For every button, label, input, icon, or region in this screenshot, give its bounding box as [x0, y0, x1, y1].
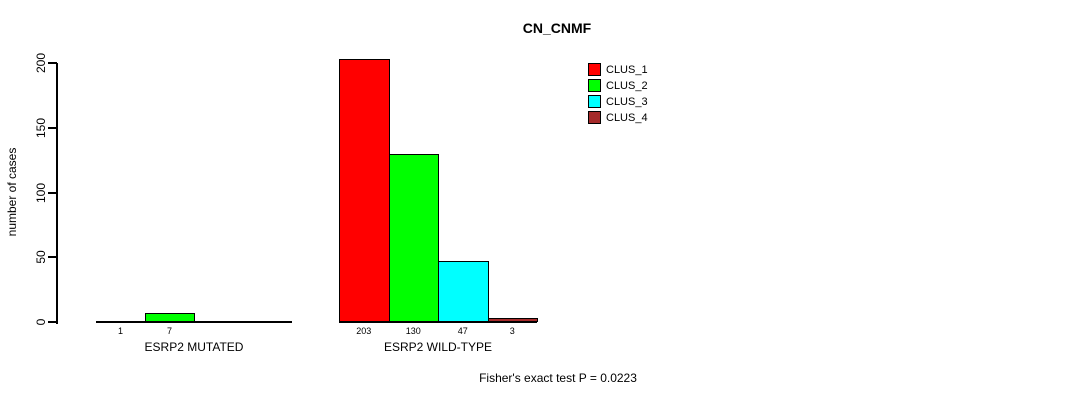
y-axis-tick [48, 321, 57, 323]
y-axis-tick [48, 62, 57, 64]
y-axis-tick [48, 126, 57, 129]
legend-swatch-clus_2-icon [588, 79, 601, 92]
bar-value-label: 1 [117, 326, 124, 336]
y-tick-label: 200 [34, 52, 48, 74]
y-tick-label: 0 [34, 318, 48, 326]
bar-value-label: 7 [166, 326, 173, 336]
bar-clus_1 [96, 321, 146, 323]
x-axis-baseline [96, 321, 292, 323]
legend-swatch-clus_1-icon [588, 63, 601, 76]
legend-label: CLUS_4 [606, 111, 648, 124]
bar-value-label: 47 [457, 326, 468, 336]
bar-value-label: 130 [405, 326, 421, 336]
x-group-label: ESRP2 MUTATED [144, 340, 244, 354]
chart-title: CN_CNMF [522, 20, 592, 36]
bar-clus_1 [339, 59, 390, 322]
legend-swatch-clus_4-icon [588, 111, 601, 124]
bar-clus_3 [438, 261, 489, 322]
bar-clus_4 [487, 318, 538, 322]
y-axis-tick [48, 256, 57, 259]
y-tick-label: 150 [34, 117, 48, 138]
legend-label: CLUS_3 [606, 95, 648, 108]
y-axis-label: number of cases [5, 147, 19, 237]
fisher-test-note: Fisher's exact test P = 0.0223 [479, 371, 637, 385]
y-tick-label: 50 [34, 250, 48, 264]
y-tick-label: 100 [34, 182, 48, 203]
y-axis-line [56, 63, 58, 324]
legend-swatch-clus_3-icon [588, 95, 601, 108]
x-group-label: ESRP2 WILD-TYPE [383, 340, 493, 354]
bar-value-label: 3 [509, 326, 515, 336]
bar-clus_2 [145, 313, 195, 322]
bar-value-label: 203 [356, 326, 372, 336]
legend-label: CLUS_1 [606, 63, 648, 76]
legend-label: CLUS_2 [606, 79, 648, 92]
bar-clus_2 [388, 154, 439, 322]
y-axis-tick [48, 191, 57, 194]
x-axis-baseline [339, 321, 537, 323]
